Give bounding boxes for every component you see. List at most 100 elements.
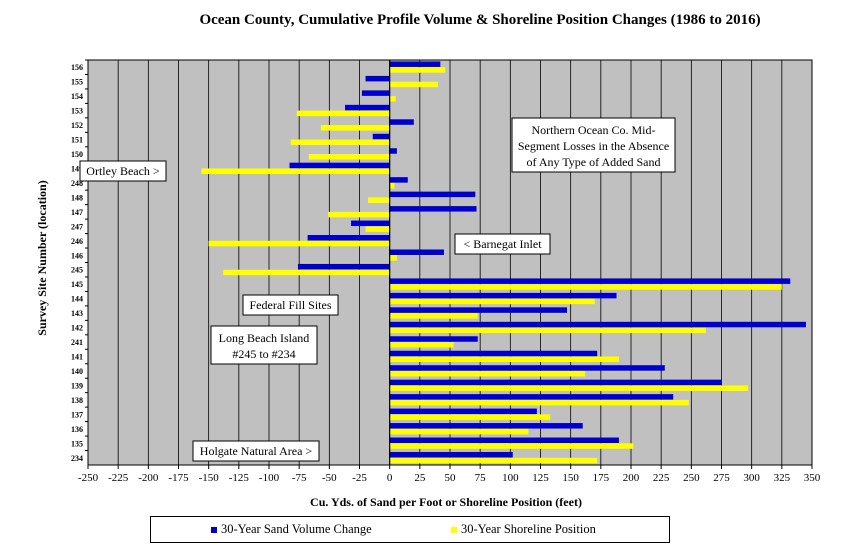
annotation-barnegat: < Barnegat Inlet (454, 233, 551, 255)
y-tick-label: 153 (71, 107, 83, 116)
bar-shoreline (389, 443, 634, 449)
y-tick-label: 135 (71, 439, 83, 448)
bar-shoreline (389, 81, 438, 88)
bar-shoreline (389, 356, 619, 363)
x-tick-label: 125 (532, 472, 549, 484)
bar-shoreline (389, 327, 706, 334)
bar-volume (389, 177, 408, 183)
bar-shoreline (389, 399, 689, 406)
x-axis-ticks: -250 -225 -200 -175 -150 -125 -100 -75 -50 -25 0 25… (78, 465, 821, 484)
annotation-text: Holgate Natural Area > (200, 444, 313, 458)
y-tick-label: 150 (71, 150, 83, 159)
bar-shoreline (389, 313, 478, 319)
legend-label-shoreline: 30-Year Shoreline Position (461, 522, 596, 536)
annotation-text: #245 to #234 (232, 347, 295, 361)
x-tick-label: 225 (653, 472, 670, 484)
bar-volume (389, 336, 478, 342)
bar-volume (361, 90, 390, 96)
bar-volume (389, 423, 583, 429)
annotation-federal: Federal Fill Sites (242, 294, 339, 316)
bar-volume (389, 191, 476, 198)
bar-shoreline (389, 385, 749, 391)
bar-shoreline (389, 96, 396, 102)
bar-shoreline (389, 298, 595, 305)
bar-shoreline (389, 182, 395, 189)
x-tick-label: 300 (743, 472, 760, 484)
y-tick-label: 145 (71, 280, 83, 289)
annotation-box (79, 160, 167, 182)
y-tick-label: 156 (71, 63, 83, 72)
bar-volume (345, 104, 390, 111)
bar-volume (372, 133, 390, 140)
bar-volume (389, 292, 617, 299)
annotation-box (210, 325, 318, 365)
y-tick-label: 151 (71, 136, 83, 145)
bar-volume (389, 119, 414, 125)
bar-volume (389, 350, 598, 357)
legend-item-shoreline: 30-Year Shoreline Position (451, 522, 596, 537)
annotation-text: Long Beach Island (219, 331, 310, 345)
x-tick-label: -200 (138, 472, 159, 484)
bar-volume (389, 379, 722, 386)
bar-volume (289, 162, 390, 169)
y-axis-title: Survey Site Number (location) (35, 180, 49, 335)
bar-volume (389, 321, 806, 328)
annotation-text: of Any Type of Added Sand (527, 155, 661, 169)
bar-shoreline (201, 168, 390, 174)
y-tick-label: 144 (71, 295, 83, 304)
bar-volume (389, 307, 568, 313)
bar-volume (389, 394, 674, 400)
bar-shoreline (389, 342, 454, 348)
x-tick-label: 250 (683, 472, 700, 484)
bar-shoreline (389, 255, 397, 261)
bar-shoreline (290, 139, 390, 146)
bar-shoreline (367, 197, 390, 203)
annotation-box (511, 117, 676, 173)
x-tick-label: 200 (623, 472, 640, 484)
y-tick-label: 248 (71, 179, 83, 188)
y-tick-label: 155 (71, 78, 83, 87)
bar-shoreline (389, 67, 446, 73)
y-tick-label: 152 (71, 121, 83, 130)
annotations: Ortley Beach > Northern Ocean Co. Mid- Seg… (79, 117, 676, 462)
x-tick-label: 25 (414, 472, 426, 484)
x-tick-label: 75 (475, 472, 487, 484)
y-tick-label: 241 (71, 338, 83, 347)
y-tick-label: 139 (71, 381, 83, 390)
y-axis-ticks: 156 155 154 153 152 151 150 149 248 148 147 247 246 1… (71, 59, 88, 463)
y-tick-label: 234 (71, 454, 83, 463)
x-tick-label: -225 (108, 472, 129, 484)
annotation-ortley: Ortley Beach > (79, 160, 167, 182)
bar-shoreline (328, 211, 390, 218)
annotation-text: Segment Losses in the Absence (518, 139, 669, 153)
x-tick-label: -100 (259, 472, 280, 484)
annotation-box (454, 233, 551, 255)
bar-volume (389, 451, 513, 458)
bar-shoreline (296, 110, 390, 117)
y-tick-label: 246 (71, 237, 83, 246)
x-tick-label: 150 (562, 472, 579, 484)
bar-shoreline (389, 457, 598, 464)
bar-shoreline (308, 154, 390, 160)
y-tick-label: 149 (71, 164, 83, 173)
bar-shoreline (223, 269, 390, 276)
y-tick-label: 137 (71, 410, 83, 419)
y-tick-label: 148 (71, 193, 83, 202)
annotation-text: Federal Fill Sites (250, 298, 332, 312)
y-tick-label: 245 (71, 266, 83, 275)
bar-volume (351, 220, 390, 227)
bar-shoreline (389, 414, 551, 420)
x-axis-title: Cu. Yds. of Sand per Foot or Shoreline P… (310, 495, 582, 509)
x-tick-label: -150 (199, 472, 220, 484)
bar-shoreline (208, 240, 390, 247)
x-tick-label: -250 (78, 472, 99, 484)
bars (201, 60, 806, 465)
bar-volume (389, 278, 791, 284)
x-tick-label: -75 (292, 472, 307, 484)
legend-item-volume: 30-Year Sand Volume Change (211, 522, 372, 537)
x-tick-label: 100 (502, 472, 519, 484)
bar-shoreline (389, 370, 586, 377)
x-tick-label: 350 (804, 472, 821, 484)
bar-volume (389, 206, 477, 212)
